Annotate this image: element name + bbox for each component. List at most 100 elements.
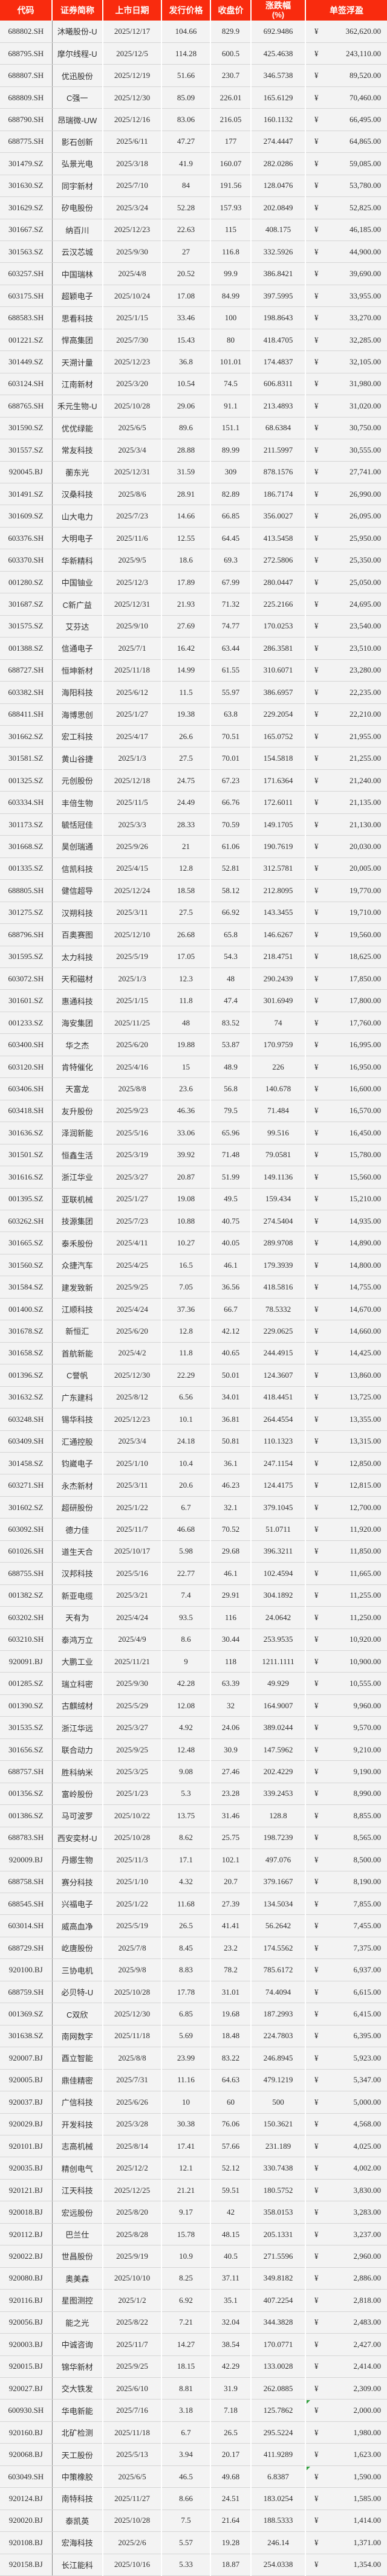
date-cell[interactable]: 2025/5/16: [103, 1562, 162, 1585]
name-cell[interactable]: 亚联机械: [52, 1188, 103, 1210]
name-cell[interactable]: 长江能科: [52, 2554, 103, 2576]
code-cell[interactable]: 603262.SH: [0, 1210, 53, 1233]
date-cell[interactable]: 2025/4/8: [103, 262, 162, 285]
close-price-cell[interactable]: 19.28: [210, 2531, 252, 2554]
close-price-cell[interactable]: 48.9: [210, 1056, 252, 1079]
issue-price-cell[interactable]: 18.15: [161, 2355, 211, 2378]
date-cell[interactable]: 2025/12/30: [103, 2003, 162, 2026]
profit-cell[interactable]: ¥7,455.00: [305, 1914, 387, 1937]
issue-price-cell[interactable]: 5.33: [161, 2554, 211, 2576]
profit-cell[interactable]: ¥25,050.00: [305, 571, 387, 594]
close-price-cell[interactable]: 67.23: [210, 769, 252, 792]
change-pct-cell[interactable]: 229.0625: [251, 1320, 306, 1343]
close-price-cell[interactable]: 116: [210, 1606, 252, 1629]
change-pct-cell[interactable]: 74: [251, 1012, 306, 1035]
profit-cell[interactable]: ¥22,235.00: [305, 681, 387, 704]
date-cell[interactable]: 2025/3/27: [103, 1166, 162, 1189]
name-cell[interactable]: 优迅股份: [52, 64, 103, 87]
profit-cell[interactable]: ¥59,085.00: [305, 152, 387, 175]
code-cell[interactable]: 301479.SZ: [0, 152, 53, 175]
issue-price-cell[interactable]: 8.6: [161, 1629, 211, 1651]
close-price-cell[interactable]: 89.99: [210, 439, 252, 462]
close-price-cell[interactable]: 70.59: [210, 813, 252, 836]
change-pct-cell[interactable]: 140.678: [251, 1077, 306, 1100]
change-pct-cell[interactable]: 110.1323: [251, 1430, 306, 1453]
code-cell[interactable]: 001382.SZ: [0, 1584, 53, 1607]
date-cell[interactable]: 2025/6/5: [103, 417, 162, 440]
profit-cell[interactable]: ¥46,185.00: [305, 219, 387, 242]
profit-cell[interactable]: ¥8,855.00: [305, 1804, 387, 1827]
profit-cell[interactable]: ¥21,255.00: [305, 747, 387, 770]
profit-cell[interactable]: ¥11,250.00: [305, 1606, 387, 1629]
change-pct-cell[interactable]: 212.8095: [251, 879, 306, 902]
issue-price-cell[interactable]: 12.8: [161, 1320, 211, 1343]
date-cell[interactable]: 2025/6/5: [103, 2465, 162, 2488]
close-price-cell[interactable]: 40.05: [210, 1232, 252, 1254]
name-cell[interactable]: 云汉芯城: [52, 240, 103, 263]
profit-cell[interactable]: ¥3,237.00: [305, 2223, 387, 2246]
change-pct-cell[interactable]: 231.189: [251, 2135, 306, 2158]
change-pct-cell[interactable]: 211.5997: [251, 439, 306, 462]
issue-price-cell[interactable]: 22.63: [161, 219, 211, 242]
name-cell[interactable]: 屹唐股份: [52, 1937, 103, 1960]
code-cell[interactable]: 603120.SH: [0, 1056, 53, 1079]
issue-price-cell[interactable]: 26.68: [161, 923, 211, 946]
issue-price-cell[interactable]: 27.5: [161, 747, 211, 770]
profit-cell[interactable]: ¥17,760.00: [305, 1012, 387, 1035]
date-cell[interactable]: 2025/7/10: [103, 175, 162, 198]
change-pct-cell[interactable]: 397.5995: [251, 285, 306, 308]
profit-cell[interactable]: ¥1,414.00: [305, 2510, 387, 2532]
date-cell[interactable]: 2025/6/12: [103, 681, 162, 704]
date-cell[interactable]: 2025/6/11: [103, 131, 162, 153]
date-cell[interactable]: 2025/12/24: [103, 879, 162, 902]
name-cell[interactable]: 精创电气: [52, 2157, 103, 2180]
change-pct-cell[interactable]: 389.0244: [251, 1716, 306, 1739]
close-price-cell[interactable]: 160.07: [210, 152, 252, 175]
close-price-cell[interactable]: 36.1: [210, 1452, 252, 1475]
name-cell[interactable]: 黄山谷捷: [52, 747, 103, 770]
code-cell[interactable]: 920108.BJ: [0, 2531, 53, 2554]
issue-price-cell[interactable]: 22.77: [161, 1562, 211, 1585]
code-cell[interactable]: 688790.SH: [0, 108, 53, 131]
date-cell[interactable]: 2025/5/13: [103, 2443, 162, 2466]
close-price-cell[interactable]: 7.18: [210, 2399, 252, 2422]
profit-cell[interactable]: ¥22,210.00: [305, 703, 387, 726]
change-pct-cell[interactable]: 183.0254: [251, 2487, 306, 2510]
code-cell[interactable]: 301449.SZ: [0, 350, 53, 373]
issue-price-cell[interactable]: 6.85: [161, 2003, 211, 2026]
profit-cell[interactable]: ¥18,625.00: [305, 946, 387, 968]
issue-price-cell[interactable]: 11.8: [161, 989, 211, 1012]
code-cell[interactable]: 001356.SZ: [0, 1783, 53, 1806]
name-cell[interactable]: 昂瑞微-UW: [52, 108, 103, 131]
close-price-cell[interactable]: 18.87: [210, 2554, 252, 2576]
date-cell[interactable]: 2025/8/14: [103, 2135, 162, 2158]
change-pct-cell[interactable]: 1211.1111: [251, 1650, 306, 1673]
date-cell[interactable]: 2025/4/25: [103, 1254, 162, 1277]
change-pct-cell[interactable]: 500: [251, 2091, 306, 2114]
change-pct-cell[interactable]: 205.1331: [251, 2223, 306, 2246]
issue-price-cell[interactable]: 7.4: [161, 1584, 211, 1607]
code-cell[interactable]: 001386.SZ: [0, 1804, 53, 1827]
name-cell[interactable]: 优优绿能: [52, 417, 103, 440]
name-cell[interactable]: 弘景光电: [52, 152, 103, 175]
date-cell[interactable]: 2025/5/19: [103, 946, 162, 968]
profit-cell[interactable]: ¥13,355.00: [305, 1408, 387, 1431]
code-cell[interactable]: 920035.BJ: [0, 2157, 53, 2180]
name-cell[interactable]: 摩尔线程-U: [52, 42, 103, 65]
name-cell[interactable]: 信凯科技: [52, 857, 103, 880]
date-cell[interactable]: 2025/8/28: [103, 2223, 162, 2246]
code-cell[interactable]: 688796.SH: [0, 923, 53, 946]
close-price-cell[interactable]: 118: [210, 1650, 252, 1673]
date-cell[interactable]: 2025/12/23: [103, 350, 162, 373]
name-cell[interactable]: 宏海科技: [52, 2531, 103, 2554]
close-price-cell[interactable]: 35.1: [210, 2289, 252, 2312]
date-cell[interactable]: 2025/3/11: [103, 902, 162, 925]
profit-cell[interactable]: ¥2,818.00: [305, 2289, 387, 2312]
close-price-cell[interactable]: 76.06: [210, 2113, 252, 2136]
close-price-cell[interactable]: 40.65: [210, 1342, 252, 1365]
date-cell[interactable]: 2025/12/23: [103, 219, 162, 242]
close-price-cell[interactable]: 38.54: [210, 2333, 252, 2356]
date-cell[interactable]: 2025/9/25: [103, 1738, 162, 1761]
issue-price-cell[interactable]: 9: [161, 1650, 211, 1673]
close-price-cell[interactable]: 177: [210, 131, 252, 153]
